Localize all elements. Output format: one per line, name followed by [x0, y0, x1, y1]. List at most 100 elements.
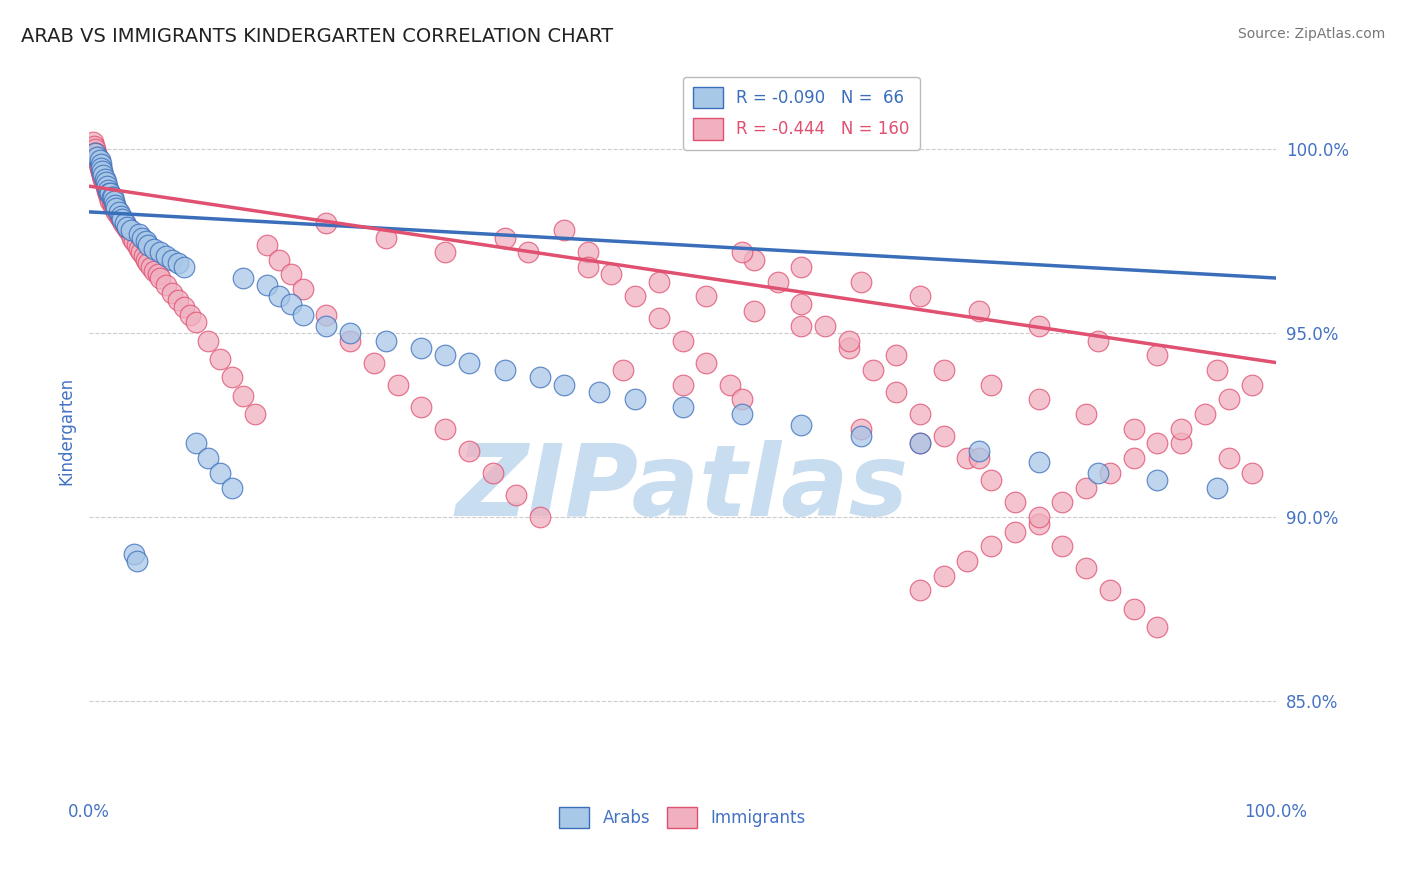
Point — [155, 278, 177, 293]
Point — [83, 138, 105, 153]
Point — [339, 334, 361, 348]
Point — [1076, 407, 1098, 421]
Point — [86, 150, 108, 164]
Point — [908, 436, 931, 450]
Point — [434, 422, 457, 436]
Point — [731, 392, 754, 407]
Point — [128, 227, 150, 241]
Point — [91, 168, 114, 182]
Point — [101, 190, 124, 204]
Point — [1028, 392, 1050, 407]
Point — [107, 209, 129, 223]
Point — [374, 230, 396, 244]
Point — [363, 355, 385, 369]
Point — [1098, 466, 1121, 480]
Point — [291, 308, 314, 322]
Point — [104, 197, 127, 211]
Point — [969, 443, 991, 458]
Point — [849, 275, 872, 289]
Point — [718, 377, 741, 392]
Point — [122, 234, 145, 248]
Point — [103, 194, 125, 208]
Point — [1122, 422, 1144, 436]
Point — [90, 161, 112, 175]
Point — [908, 583, 931, 598]
Point — [1218, 451, 1240, 466]
Point — [648, 311, 671, 326]
Point — [173, 301, 195, 315]
Point — [624, 289, 647, 303]
Point — [115, 219, 138, 234]
Point — [167, 293, 190, 307]
Point — [167, 256, 190, 270]
Point — [131, 230, 153, 244]
Point — [291, 282, 314, 296]
Point — [93, 176, 115, 190]
Point — [104, 201, 127, 215]
Point — [529, 510, 551, 524]
Point — [89, 157, 111, 171]
Point — [315, 318, 337, 333]
Point — [221, 370, 243, 384]
Text: ZIPatlas: ZIPatlas — [456, 440, 910, 537]
Point — [553, 377, 575, 392]
Point — [648, 275, 671, 289]
Point — [94, 179, 117, 194]
Point — [105, 201, 128, 215]
Point — [956, 554, 979, 568]
Point — [84, 150, 107, 164]
Point — [112, 216, 135, 230]
Point — [695, 289, 717, 303]
Point — [91, 168, 114, 182]
Point — [494, 230, 516, 244]
Point — [505, 488, 527, 502]
Point — [114, 216, 136, 230]
Point — [908, 289, 931, 303]
Point — [82, 135, 104, 149]
Point — [1098, 583, 1121, 598]
Point — [84, 146, 107, 161]
Point — [160, 285, 183, 300]
Point — [1241, 377, 1264, 392]
Point — [90, 157, 112, 171]
Point — [1004, 524, 1026, 539]
Point — [529, 370, 551, 384]
Point — [731, 407, 754, 421]
Point — [1028, 517, 1050, 532]
Point — [149, 271, 172, 285]
Point — [766, 275, 789, 289]
Point — [96, 179, 118, 194]
Point — [160, 252, 183, 267]
Point — [84, 146, 107, 161]
Point — [232, 271, 254, 285]
Point — [280, 268, 302, 282]
Point — [97, 186, 120, 201]
Point — [790, 318, 813, 333]
Point — [139, 260, 162, 274]
Point — [173, 260, 195, 274]
Point — [208, 351, 231, 366]
Point — [245, 407, 267, 421]
Point — [1205, 481, 1227, 495]
Point — [100, 190, 122, 204]
Point — [1052, 495, 1074, 509]
Point — [1122, 602, 1144, 616]
Point — [553, 223, 575, 237]
Point — [862, 363, 884, 377]
Point — [91, 164, 114, 178]
Point — [517, 245, 540, 260]
Point — [100, 190, 122, 204]
Point — [600, 268, 623, 282]
Point — [1004, 495, 1026, 509]
Point — [267, 289, 290, 303]
Point — [111, 212, 134, 227]
Point — [84, 142, 107, 156]
Point — [1170, 422, 1192, 436]
Point — [100, 194, 122, 208]
Point — [143, 263, 166, 277]
Point — [849, 422, 872, 436]
Point — [179, 308, 201, 322]
Point — [93, 176, 115, 190]
Point — [100, 186, 122, 201]
Point — [256, 278, 278, 293]
